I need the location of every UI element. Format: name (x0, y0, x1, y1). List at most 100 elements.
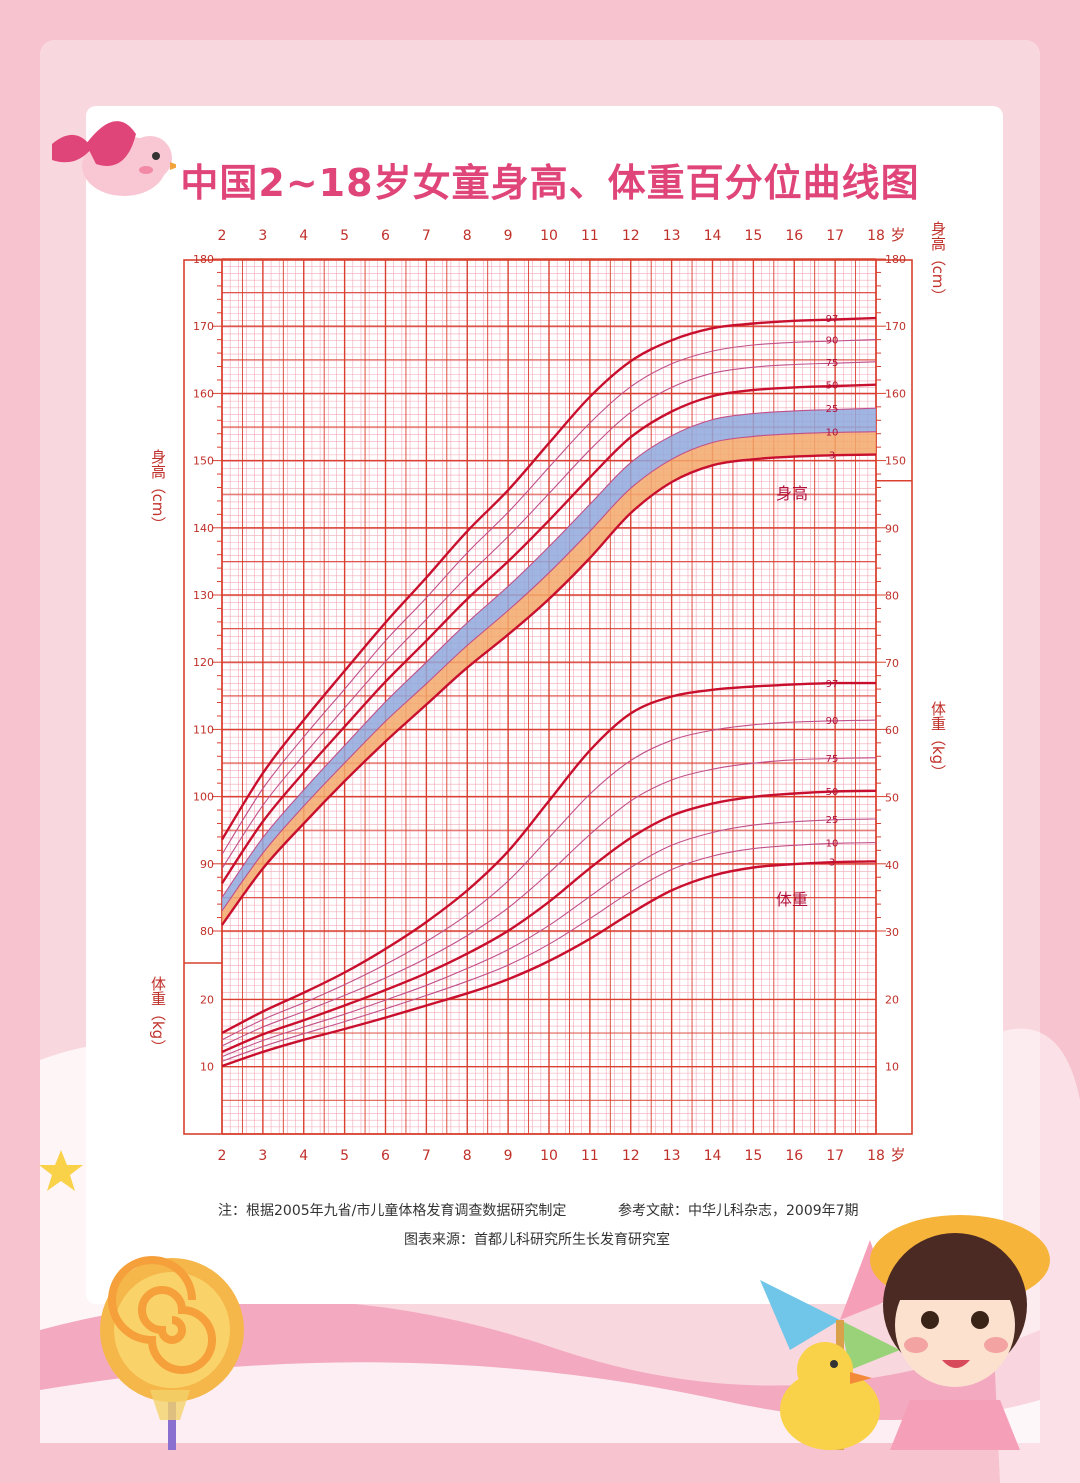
weight-tick-label-right: 60 (885, 724, 899, 737)
weight-tick-label-right: 10 (885, 1061, 899, 1074)
height-tick-label-right: 150 (885, 455, 906, 468)
weight-axis-title-left: 体重（kg） (149, 976, 167, 1054)
x-unit-bottom: 岁 (890, 1146, 905, 1164)
weight-curve-p97 (221, 681, 877, 1035)
weight-curve-label-p90: 90 (826, 716, 839, 727)
height-curve-p10 (221, 431, 877, 912)
height-tick-label-left: 90 (200, 858, 214, 871)
x-tick-label-bottom: 6 (381, 1148, 390, 1164)
bird-icon (52, 121, 176, 196)
x-tick-label-bottom: 15 (744, 1148, 762, 1164)
weight-curve-p25 (221, 818, 877, 1058)
x-tick-label-bottom: 11 (581, 1148, 599, 1164)
x-tick-label-top: 9 (504, 228, 513, 244)
height-label: 身高 (776, 484, 808, 503)
weight-axis-title-right: 体重（kg） (929, 701, 947, 779)
height-tick-label-left: 110 (193, 723, 214, 736)
weight-curve-label-p50: 50 (826, 787, 839, 798)
x-tick-label-bottom: 3 (258, 1148, 267, 1164)
weight-tick-label-right: 30 (885, 926, 899, 939)
x-tick-label-top: 10 (540, 228, 558, 244)
x-tick-label-top: 7 (422, 228, 431, 244)
x-tick-label-bottom: 14 (704, 1148, 722, 1164)
x-tick-label-top: 13 (663, 228, 681, 244)
x-tick-label-bottom: 7 (422, 1148, 431, 1164)
x-unit-top: 岁 (890, 226, 905, 244)
height-curve-p50 (220, 383, 877, 884)
weight-tick-label-left: 10 (200, 1061, 214, 1074)
x-tick-label-bottom: 17 (826, 1148, 844, 1164)
x-tick-label-top: 2 (218, 228, 227, 244)
weight-tick-label-right: 80 (885, 590, 899, 603)
height-tick-label-right: 170 (885, 320, 906, 333)
x-tick-label-bottom: 13 (663, 1148, 681, 1164)
star-icon (39, 1150, 83, 1191)
x-tick-label-bottom: 8 (463, 1148, 472, 1164)
height-tick-label-left: 150 (193, 455, 214, 468)
height-curve-p90 (221, 339, 877, 855)
weight-tick-label-right: 50 (885, 792, 899, 805)
x-tick-label-top: 18 (867, 228, 885, 244)
x-tick-label-bottom: 5 (340, 1148, 349, 1164)
x-tick-label-top: 16 (785, 228, 803, 244)
height-curve-label-p75: 75 (826, 358, 839, 369)
x-tick-label-top: 8 (463, 228, 472, 244)
height-tick-label-left: 80 (200, 925, 214, 938)
page-title: 中国2~18岁女童身高、体重百分位曲线图 (180, 161, 920, 205)
girl-illustration (760, 1215, 1050, 1450)
weight-tick-label-right: 90 (885, 522, 899, 535)
weight-curve-label-p10: 10 (826, 839, 839, 850)
height-tick-label-left: 120 (193, 656, 214, 669)
x-tick-label-top: 17 (826, 228, 844, 244)
height-curve-label-p50: 50 (826, 381, 839, 392)
note-reference: 参考文献：中华儿科杂志，2009年7期 (618, 1203, 859, 1219)
x-tick-label-top: 6 (381, 228, 390, 244)
x-tick-label-top: 5 (340, 228, 349, 244)
lollipop-icon (100, 1256, 244, 1450)
weight-tick-label-right: 20 (885, 993, 899, 1006)
height-curve-label-p25: 25 (826, 404, 839, 415)
height-axis-title-right: 身高（cm） (929, 221, 947, 304)
height-tick-label-right: 180 (885, 253, 906, 266)
weight-curve-label-p75: 75 (826, 754, 839, 765)
percentile-curves: 97 90 75 50 25 10 3 97 90 75 50 25 10 3 (220, 314, 877, 1068)
weight-curve-label-p3: 3 (829, 857, 835, 868)
x-tick-label-bottom: 9 (504, 1148, 513, 1164)
x-tick-label-bottom: 18 (867, 1148, 885, 1164)
weight-label: 体重 (776, 890, 808, 909)
x-tick-label-top: 15 (744, 228, 762, 244)
height-tick-label-right: 160 (885, 387, 906, 400)
x-tick-label-top: 3 (258, 228, 267, 244)
weight-tick-label-right: 70 (885, 657, 899, 670)
height-tick-label-left: 160 (193, 387, 214, 400)
weight-tick-label-left: 20 (200, 993, 214, 1006)
plot-frame (183, 259, 913, 1135)
x-tick-label-top: 12 (622, 228, 640, 244)
weight-curve-p3 (221, 860, 877, 1068)
weight-curve-p50 (221, 789, 877, 1054)
height-tick-label-left: 180 (193, 253, 214, 266)
weight-curve-p75 (221, 757, 877, 1047)
x-tick-label-top: 14 (704, 228, 722, 244)
height-axis-title-left: 身高（cm） (149, 449, 167, 532)
weight-curve-p10 (221, 842, 877, 1062)
x-tick-label-bottom: 16 (785, 1148, 803, 1164)
weight-curve-label-p97: 97 (826, 679, 839, 690)
height-curve-p75 (221, 361, 877, 869)
weight-curve-p90 (221, 719, 877, 1041)
x-tick-label-top: 4 (299, 228, 308, 244)
height-curve-label-p90: 90 (826, 336, 839, 347)
height-curve-label-p3: 3 (829, 451, 835, 462)
height-tick-label-left: 170 (193, 320, 214, 333)
x-tick-label-bottom: 10 (540, 1148, 558, 1164)
height-curve-p25 (221, 407, 877, 898)
height-tick-label-left: 140 (193, 522, 214, 535)
weight-tick-label-right: 40 (885, 859, 899, 872)
height-curve-label-p97: 97 (826, 314, 839, 325)
x-tick-label-bottom: 2 (218, 1148, 227, 1164)
height-tick-label-left: 130 (193, 589, 214, 602)
x-tick-label-bottom: 12 (622, 1148, 640, 1164)
height-tick-label-left: 100 (193, 791, 214, 804)
